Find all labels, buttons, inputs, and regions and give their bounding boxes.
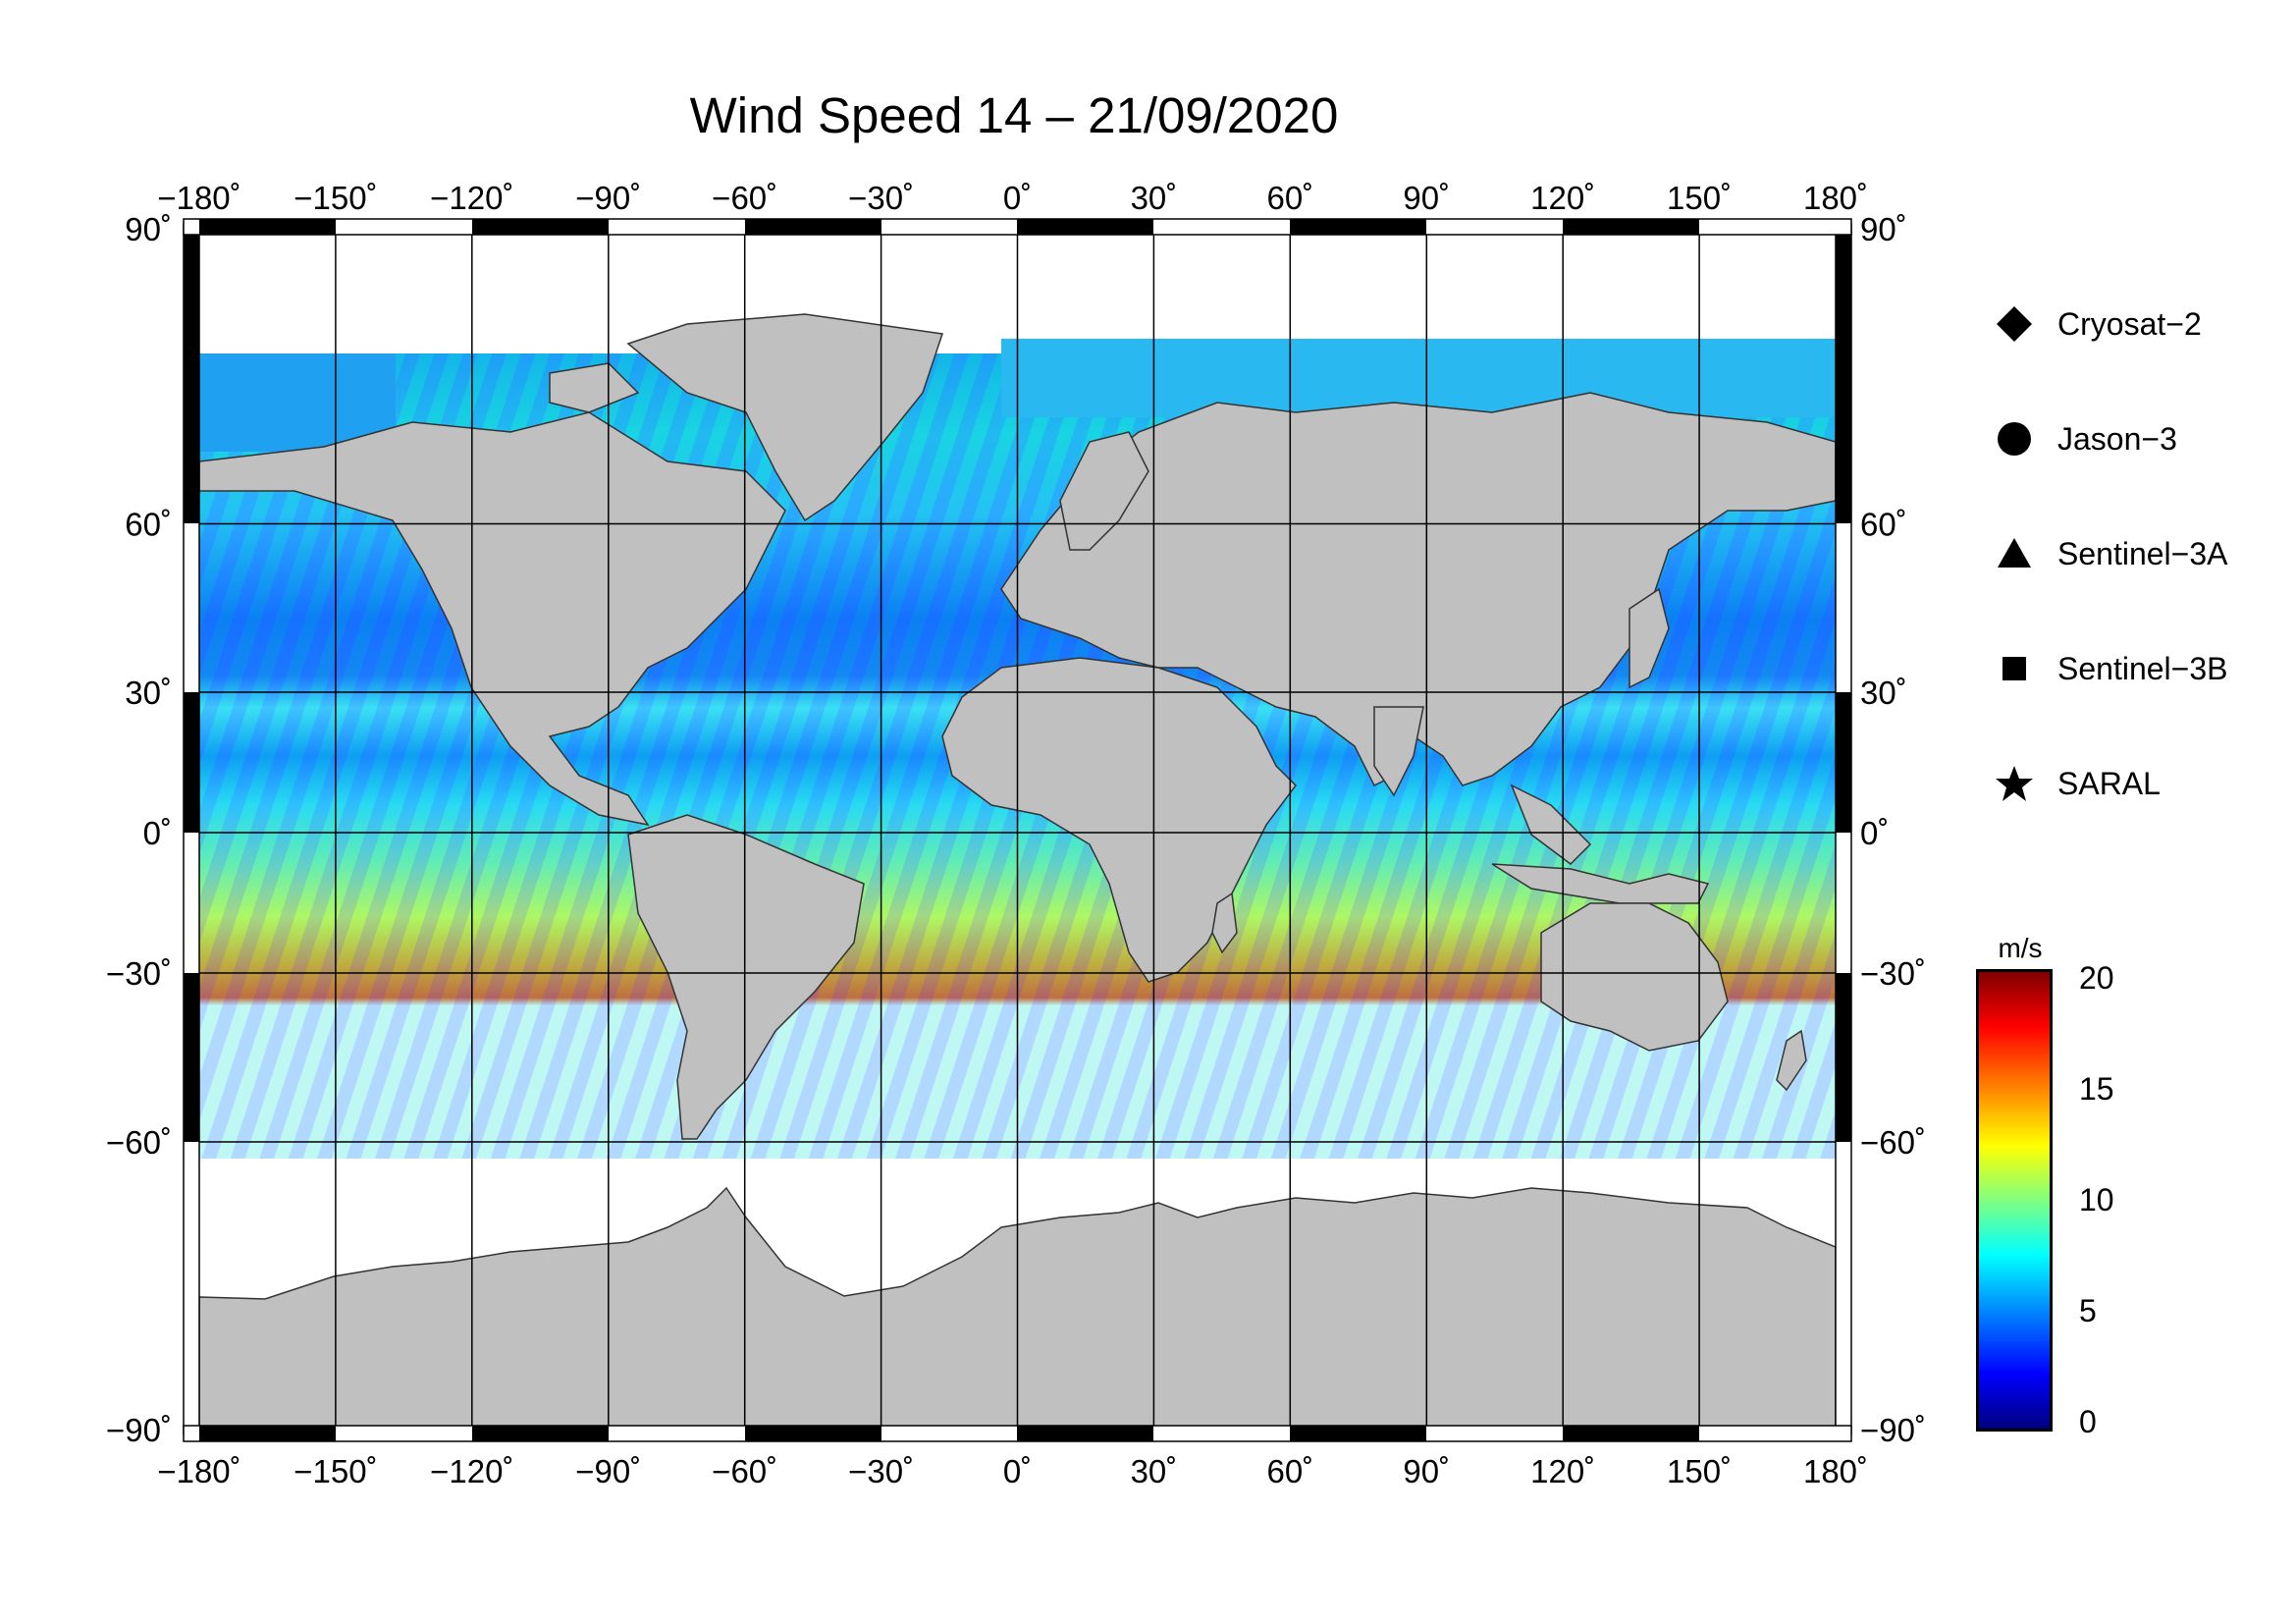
lon-tick-label: 90˚ (1403, 180, 1450, 216)
lon-tick-label: −30˚ (848, 180, 914, 216)
diamond-icon (1993, 304, 2036, 344)
colorbar-tick-label: 0 (2079, 1404, 2097, 1439)
graticule (199, 224, 1836, 1434)
lat-tick-label: 90˚ (125, 211, 172, 247)
lon-tick-label: 90˚ (1403, 1453, 1450, 1489)
map-title: Wind Speed 14 – 21/09/2020 (689, 87, 1339, 143)
lat-tick-label: −60˚ (1860, 1124, 1926, 1161)
legend-item-jason: Jason−3 (1993, 419, 2177, 459)
lon-tick-label: −60˚ (712, 180, 777, 216)
lon-tick-label: 180˚ (1803, 1453, 1868, 1489)
lon-tick-label: 0˚ (1003, 180, 1032, 216)
legend-item-cryosat: Cryosat−2 (1993, 304, 2202, 344)
map-frame (183, 218, 1852, 1442)
lat-tick-label: 0˚ (1860, 815, 1889, 851)
circle-icon (1993, 419, 2036, 459)
lat-tick-label: −90˚ (106, 1412, 172, 1448)
legend-label: Jason−3 (2057, 420, 2177, 457)
legend-label: Cryosat−2 (2057, 305, 2202, 342)
lon-tick-label: 180˚ (1803, 180, 1868, 216)
lon-tick-label: −180˚ (157, 1453, 240, 1489)
legend-item-sentinel3b: Sentinel−3B (1993, 649, 2227, 688)
lat-tick-label: 0˚ (143, 815, 172, 851)
square-icon (1993, 649, 2036, 688)
legend-label: SARAL (2057, 765, 2161, 801)
lon-tick-label: −150˚ (294, 1453, 377, 1489)
lon-tick-label: −180˚ (157, 180, 240, 216)
lon-tick-label: −30˚ (848, 1453, 914, 1489)
lon-tick-label: 120˚ (1530, 1453, 1595, 1489)
lon-tick-label: 30˚ (1131, 180, 1178, 216)
colorbar-tick-label: 5 (2079, 1293, 2097, 1328)
lat-tick-label: 90˚ (1860, 211, 1907, 247)
lat-tick-label: −30˚ (106, 955, 172, 992)
lon-tick-label: 30˚ (1131, 1453, 1178, 1489)
legend-item-sentinel3a: Sentinel−3A (1993, 534, 2227, 573)
colorbar-tick-label: 20 (2079, 960, 2114, 996)
lat-tick-label: 60˚ (1860, 507, 1907, 543)
colorbar-tick-label: 10 (2079, 1182, 2114, 1217)
lat-tick-label: −30˚ (1860, 955, 1926, 992)
axis-labels: −180˚ −180˚ −150˚ −150˚ −120˚ −120˚ −90˚ −90˚ −6… (106, 180, 1926, 1489)
colorbar-tick-label: 15 (2079, 1071, 2114, 1107)
triangle-icon (1993, 534, 2036, 573)
lon-tick-label: 120˚ (1530, 180, 1595, 216)
lon-tick-label: −90˚ (575, 1453, 641, 1489)
lon-tick-label: −60˚ (712, 1453, 777, 1489)
star-icon (1993, 764, 2036, 803)
lon-tick-label: −120˚ (430, 180, 513, 216)
lon-tick-label: −90˚ (575, 180, 641, 216)
lon-tick-label: −120˚ (430, 1453, 513, 1489)
lat-tick-label: 30˚ (1860, 675, 1907, 711)
colorbar (1976, 969, 2053, 1432)
lon-tick-label: 60˚ (1266, 180, 1313, 216)
lon-tick-label: 150˚ (1667, 1453, 1732, 1489)
lon-tick-label: 60˚ (1266, 1453, 1313, 1489)
lat-tick-label: 30˚ (125, 675, 172, 711)
lat-tick-label: 60˚ (125, 507, 172, 543)
lon-tick-label: −150˚ (294, 180, 377, 216)
lon-tick-label: 150˚ (1667, 180, 1732, 216)
lat-tick-label: −60˚ (106, 1124, 172, 1161)
lat-tick-label: −90˚ (1860, 1412, 1926, 1448)
lon-tick-label: 0˚ (1003, 1453, 1032, 1489)
legend-label: Sentinel−3A (2057, 535, 2228, 571)
legend-item-saral: SARAL (1993, 764, 2161, 803)
colorbar-unit: m/s (1998, 933, 2043, 963)
legend-label: Sentinel−3B (2057, 650, 2228, 686)
